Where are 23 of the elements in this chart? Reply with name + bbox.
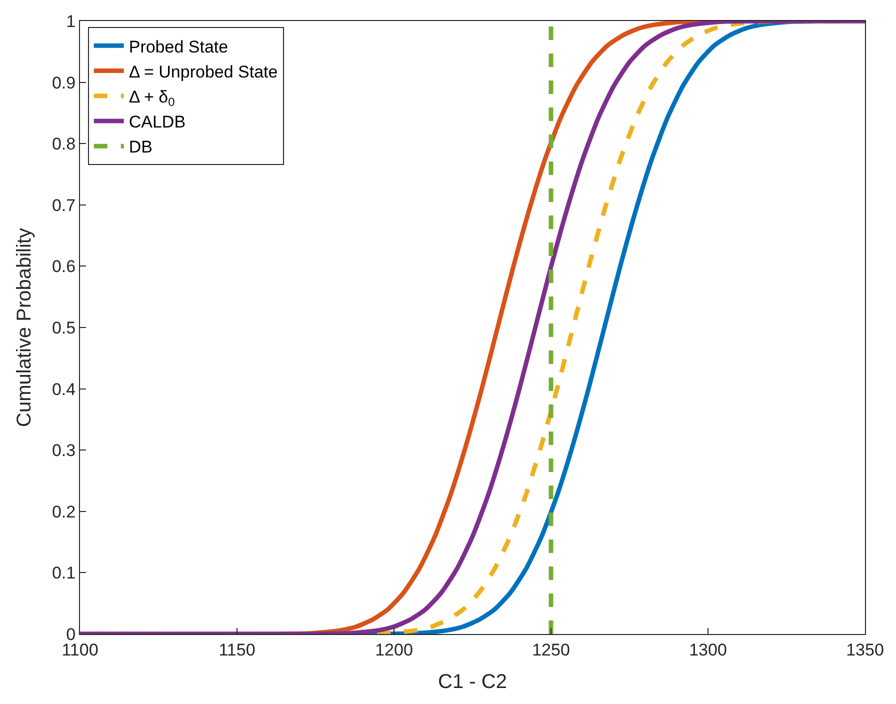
y-tick-label: 0.1	[52, 564, 76, 583]
y-tick-label: 0.7	[52, 196, 76, 215]
y-tick-label: 1	[66, 12, 76, 31]
y-tick-label: 0.6	[52, 257, 76, 276]
legend-label: CALDB	[128, 112, 186, 132]
legend-label: Δ = Unprobed State	[128, 62, 278, 82]
x-tick-label: 1250	[532, 640, 570, 660]
y-tick-label: 0.8	[52, 134, 76, 154]
legend-label: Δ + δ$_{0}$	[128, 88, 176, 110]
x-axis-title: C1 - C2	[438, 670, 507, 693]
y-tick-label: 0.9	[52, 73, 76, 92]
x-tick-label: 1300	[689, 640, 727, 660]
y-tick-label: 0.3	[52, 441, 76, 460]
line-series	[80, 21, 865, 634]
x-tick-label: 1150	[218, 640, 256, 660]
y-tick-label: 0.2	[52, 502, 76, 522]
y-axis-title: Cumulative Probability	[13, 228, 36, 427]
y-tick-label: 0.5	[52, 318, 76, 338]
x-tick-label: 1350	[846, 640, 884, 660]
x-tick-label: 1200	[375, 640, 413, 660]
y-tick-label: 0.4	[52, 380, 76, 399]
legend-label: DB	[128, 138, 152, 157]
legend-label: Probed State	[128, 37, 228, 56]
